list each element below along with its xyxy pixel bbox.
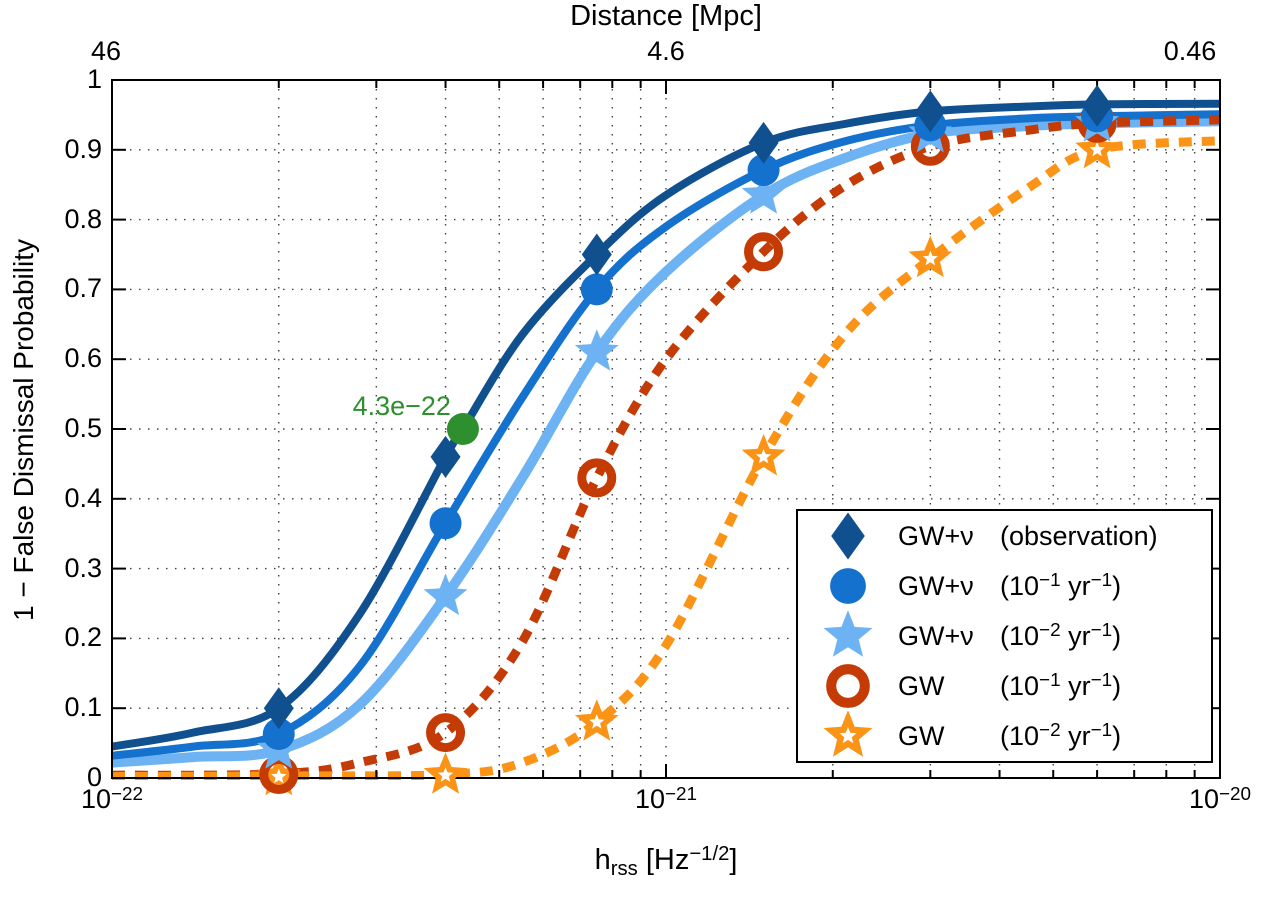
- diamond-marker: [263, 687, 294, 730]
- y-tick-label: 0.3: [64, 552, 102, 583]
- x-tick-label: 10−20: [1188, 783, 1252, 815]
- top-axis-tick-label: 46: [90, 36, 122, 66]
- star-marker: [823, 611, 873, 657]
- legend-star-icon: [798, 611, 898, 661]
- y-tick-label: 0.5: [64, 413, 102, 443]
- legend-label: GW+ν (observation): [898, 520, 1158, 551]
- curve-gw-nu-observation: [112, 99, 1220, 751]
- diamond-marker: [915, 90, 946, 133]
- legend-circle-icon: [798, 561, 898, 611]
- x-tick-label: 10−21: [634, 783, 698, 815]
- legend-box: GW+ν (observation) GW+ν (10−1 yr−1) GW+ν (10−…: [796, 509, 1213, 763]
- open-circle-marker: [744, 232, 784, 272]
- legend-label: GW (10−1 yr−1): [898, 670, 1122, 701]
- open-circle-marker: [426, 713, 466, 753]
- circle-marker: [830, 568, 866, 604]
- open-star-inner: [755, 448, 772, 464]
- open-star-inner: [271, 768, 287, 784]
- open-star-inner: [1089, 141, 1105, 157]
- y-tick-label: 0.7: [64, 273, 102, 304]
- star-marker: [574, 329, 619, 371]
- curves: [112, 99, 1220, 780]
- open-star-inner: [589, 714, 605, 729]
- star-marker: [423, 573, 468, 616]
- legend-row-gw-0.01yr: GW (10−2 yr−1): [798, 711, 1211, 761]
- circle-marker: [429, 507, 462, 540]
- x-tick-label: 10−22: [80, 783, 144, 815]
- y-tick-label: 0: [86, 762, 102, 792]
- top-axis-tick-label: 4.6: [647, 36, 685, 66]
- y-tick-label: 0.6: [64, 343, 102, 374]
- data-markers: [256, 84, 1119, 796]
- circle-marker: [262, 718, 295, 751]
- legend-row-gw-nu-0.01yr: GW+ν (10−2 yr−1): [798, 611, 1211, 661]
- legend-row-gw-0.1yr: GW (10−1 yr−1): [798, 661, 1211, 711]
- y-tick-label: 0.9: [64, 133, 102, 164]
- legend-label: GW+ν (10−1 yr−1): [898, 570, 1122, 601]
- open-circle-marker: [577, 458, 617, 498]
- y-tick-label: 0.4: [64, 482, 102, 513]
- y-tick-label: 1: [86, 64, 102, 94]
- diamond-marker: [748, 121, 779, 164]
- annotation-label: 4.3e−22: [352, 391, 451, 421]
- legend-label: GW+ν (10−2 yr−1): [898, 620, 1122, 651]
- legend-row-gw-nu-observation: GW+ν (observation): [798, 511, 1211, 561]
- open-star-inner: [437, 767, 454, 782]
- curve-gw-nu-0.01yr: [112, 116, 1220, 768]
- legend-open-star-icon: [798, 711, 898, 761]
- diamond-marker: [581, 233, 612, 276]
- legend-label: GW (10−2 yr−1): [898, 720, 1122, 751]
- diamond-marker: [430, 435, 461, 478]
- curve-gw-0.01yr: [112, 136, 1220, 780]
- curve-gw-0.1yr: [112, 115, 1220, 780]
- circle-marker: [747, 154, 780, 187]
- top-axis-title: Distance [Mpc]: [570, 0, 762, 32]
- open-circle-marker: [826, 664, 870, 708]
- legend-diamond-icon: [798, 511, 898, 561]
- diamond-marker: [1082, 84, 1113, 127]
- axes: [111, 79, 1221, 779]
- star-marker: [741, 172, 786, 214]
- top-axis-tick-label: 0.46: [1163, 36, 1217, 66]
- legend-open-circle-icon: [798, 661, 898, 711]
- open-star-inner: [922, 250, 938, 266]
- x-axis-label: hrss [Hz−1/2]: [594, 842, 738, 880]
- y-tick-label: 0.2: [64, 622, 102, 653]
- legend-row-gw-nu-0.1yr: GW+ν (10−1 yr−1): [798, 561, 1211, 611]
- y-tick-label: 0.8: [64, 203, 102, 234]
- circle-marker: [580, 273, 613, 306]
- diamond-marker: [831, 512, 865, 560]
- annotation-marker: [446, 413, 479, 445]
- open-star-inner: [839, 727, 857, 744]
- y-tick-label: 0.1: [64, 692, 102, 723]
